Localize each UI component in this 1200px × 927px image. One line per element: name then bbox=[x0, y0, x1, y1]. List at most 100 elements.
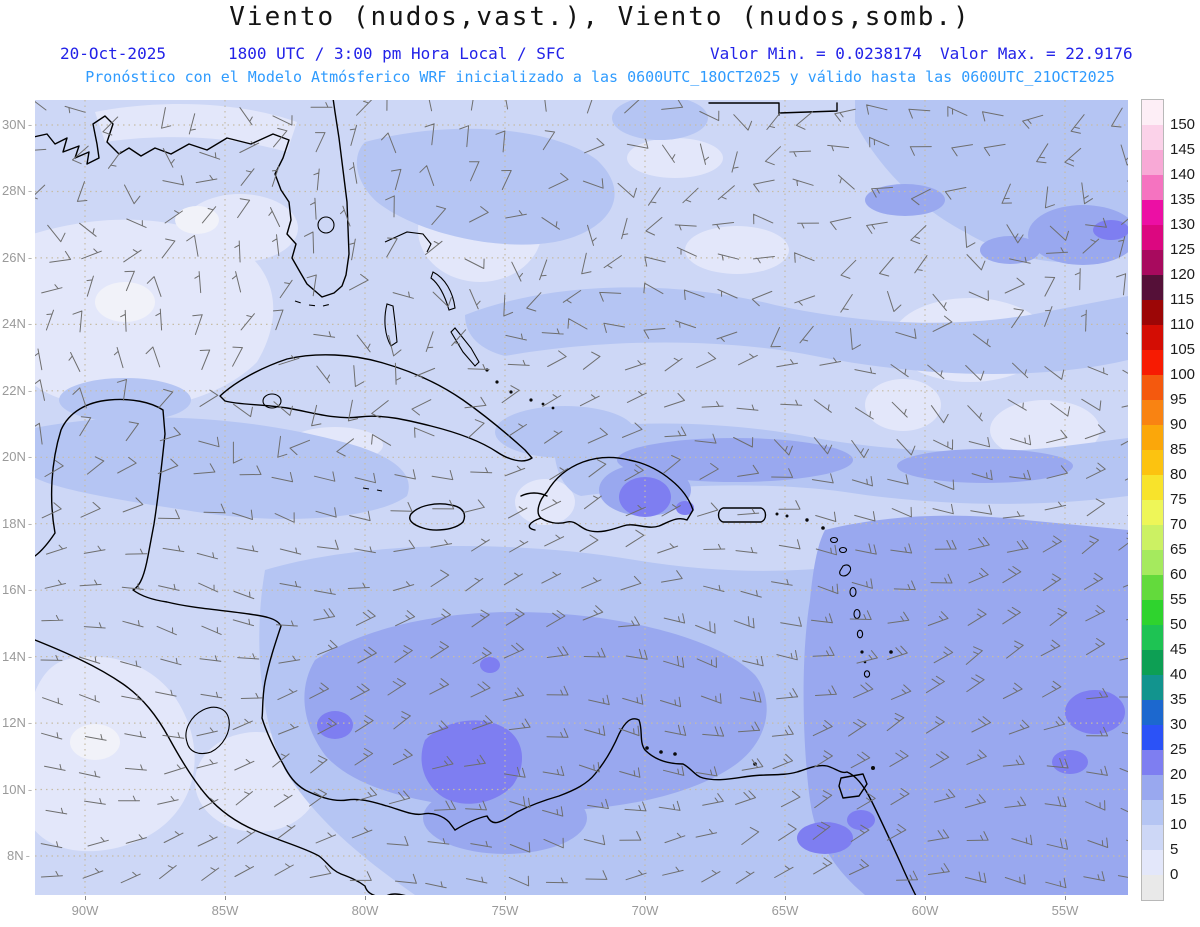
colorbar-tick-label: 140 bbox=[1170, 166, 1196, 183]
colorbar-segment bbox=[1142, 675, 1163, 700]
colorbar-tick-label: 65 bbox=[1170, 541, 1187, 558]
map-area: Sisπ - ONAMET/REP.DOM. bbox=[35, 100, 1128, 895]
colorbar-tick-label: 80 bbox=[1170, 466, 1187, 483]
colorbar-tick-label: 85 bbox=[1170, 441, 1187, 458]
colorbar-tick-label: 135 bbox=[1170, 191, 1196, 208]
coast-us-gulf-florida bbox=[35, 100, 350, 298]
lat-label: 28N bbox=[2, 183, 30, 198]
wind-field-map bbox=[35, 100, 1128, 895]
colorbar-segment bbox=[1142, 325, 1163, 350]
lon-label: 75W bbox=[491, 903, 519, 918]
colorbar-segment bbox=[1142, 225, 1163, 250]
coastlines bbox=[35, 100, 917, 895]
colorbar-segment bbox=[1142, 825, 1163, 850]
max-value-label: Valor Max. = 22.9176 bbox=[940, 44, 1133, 63]
colorbar-segment bbox=[1142, 700, 1163, 725]
colorbar-segment bbox=[1142, 375, 1163, 400]
lat-label: 24N bbox=[2, 316, 30, 331]
colorbar-segment bbox=[1142, 850, 1163, 875]
lon-label: 65W bbox=[771, 903, 799, 918]
colorbar-segment bbox=[1142, 625, 1163, 650]
coast-us-east bbox=[708, 102, 838, 116]
colorbar-tick-label: 15 bbox=[1170, 791, 1187, 808]
lon-tick bbox=[505, 896, 506, 900]
lon-label: 60W bbox=[911, 903, 939, 918]
colorbar-tick-label: 145 bbox=[1170, 141, 1196, 158]
colorbar-segment bbox=[1142, 150, 1163, 175]
lat-label: 16N bbox=[2, 582, 30, 597]
colorbar-segment bbox=[1142, 575, 1163, 600]
lat-label: 10N bbox=[2, 782, 30, 797]
abc-islands bbox=[645, 746, 677, 756]
coast-jamaica bbox=[409, 503, 466, 531]
colorbar-tick-label: 95 bbox=[1170, 391, 1187, 408]
colorbar-tick-label: 110 bbox=[1170, 316, 1194, 333]
colorbar-segment bbox=[1142, 400, 1163, 425]
colorbar-tick-label: 100 bbox=[1170, 366, 1196, 383]
lat-axis: 30N 28N 26N 24N 22N 20N 18N 16N 14N 12N 10N 8N bbox=[0, 0, 34, 927]
colorbar-segment bbox=[1142, 750, 1163, 775]
colorbar-tick-label: 10 bbox=[1170, 816, 1187, 833]
colorbar-segment bbox=[1142, 600, 1163, 625]
colorbar-segment bbox=[1142, 300, 1163, 325]
page-title: Viento (nudos,vast.), Viento (nudos,somb… bbox=[229, 2, 971, 32]
wind-barbs bbox=[35, 100, 1128, 889]
colorbar-tick-label: 25 bbox=[1170, 741, 1187, 758]
colorbar-tick-label: 5 bbox=[1170, 841, 1179, 858]
coast-yucatan-central-america bbox=[35, 398, 456, 831]
colorbar-tick-label: 60 bbox=[1170, 566, 1187, 583]
colorbar-tick-label: 150 bbox=[1170, 116, 1196, 133]
colorbar-tick-label: 50 bbox=[1170, 616, 1187, 633]
model-run-line: Pronóstico con el Modelo Atmósferico WRF… bbox=[85, 68, 1115, 86]
lesser-antilles bbox=[753, 512, 893, 766]
colorbar-segment bbox=[1142, 500, 1163, 525]
isla-juventud bbox=[262, 393, 282, 409]
coast-trinidad bbox=[838, 773, 868, 799]
colorbar-tick-label: 115 bbox=[1170, 291, 1194, 308]
colorbar-tick-label: 0 bbox=[1170, 866, 1179, 883]
lat-label: 14N bbox=[2, 649, 30, 664]
gridlines bbox=[35, 100, 1128, 895]
colorbar-tick-label: 75 bbox=[1170, 491, 1187, 508]
lat-label: 30N bbox=[2, 117, 30, 132]
colorbar-tick-label: 20 bbox=[1170, 766, 1187, 783]
coast-florida-keys bbox=[294, 300, 332, 307]
colorbar-segment bbox=[1142, 100, 1163, 125]
coast-south-america bbox=[454, 718, 917, 895]
lon-tick bbox=[225, 896, 226, 900]
colorbar-segment bbox=[1142, 875, 1163, 900]
colorbar-segment bbox=[1142, 250, 1163, 275]
lon-label: 85W bbox=[211, 903, 239, 918]
lon-tick bbox=[1065, 896, 1066, 900]
colorbar-segment bbox=[1142, 200, 1163, 225]
colorbar-segment bbox=[1142, 725, 1163, 750]
colorbar-tick-label: 120 bbox=[1170, 266, 1196, 283]
lon-tick bbox=[365, 896, 366, 900]
colorbar bbox=[1141, 99, 1164, 901]
colorbar-tick-label: 55 bbox=[1170, 591, 1187, 608]
colorbar-segment bbox=[1142, 125, 1163, 150]
lon-label: 55W bbox=[1051, 903, 1079, 918]
colorbar-segment bbox=[1142, 425, 1163, 450]
colorbar-segment bbox=[1142, 350, 1163, 375]
lon-tick bbox=[645, 896, 646, 900]
colorbar-segment bbox=[1142, 175, 1163, 200]
lon-label: 80W bbox=[351, 903, 379, 918]
colorbar-tick-label: 35 bbox=[1170, 691, 1187, 708]
colorbar-tick-label: 105 bbox=[1170, 341, 1196, 358]
colorbar-tick-label: 130 bbox=[1170, 216, 1196, 233]
lat-label: 12N bbox=[2, 715, 30, 730]
tobago bbox=[871, 766, 875, 770]
lon-tick bbox=[925, 896, 926, 900]
lon-tick bbox=[85, 896, 86, 900]
lon-label: 90W bbox=[71, 903, 99, 918]
colorbar-segment bbox=[1142, 475, 1163, 500]
colorbar-tick-label: 90 bbox=[1170, 416, 1187, 433]
colorbar-tick-label: 45 bbox=[1170, 641, 1187, 658]
lon-label: 70W bbox=[631, 903, 659, 918]
colorbar-tick-label: 125 bbox=[1170, 241, 1196, 258]
min-value-label: Valor Min. = 0.0238174 bbox=[710, 44, 922, 63]
colorbar-tick-label: 40 bbox=[1170, 666, 1187, 683]
coast-pacific-central-america bbox=[35, 639, 406, 895]
lat-label: 8N bbox=[2, 848, 30, 863]
